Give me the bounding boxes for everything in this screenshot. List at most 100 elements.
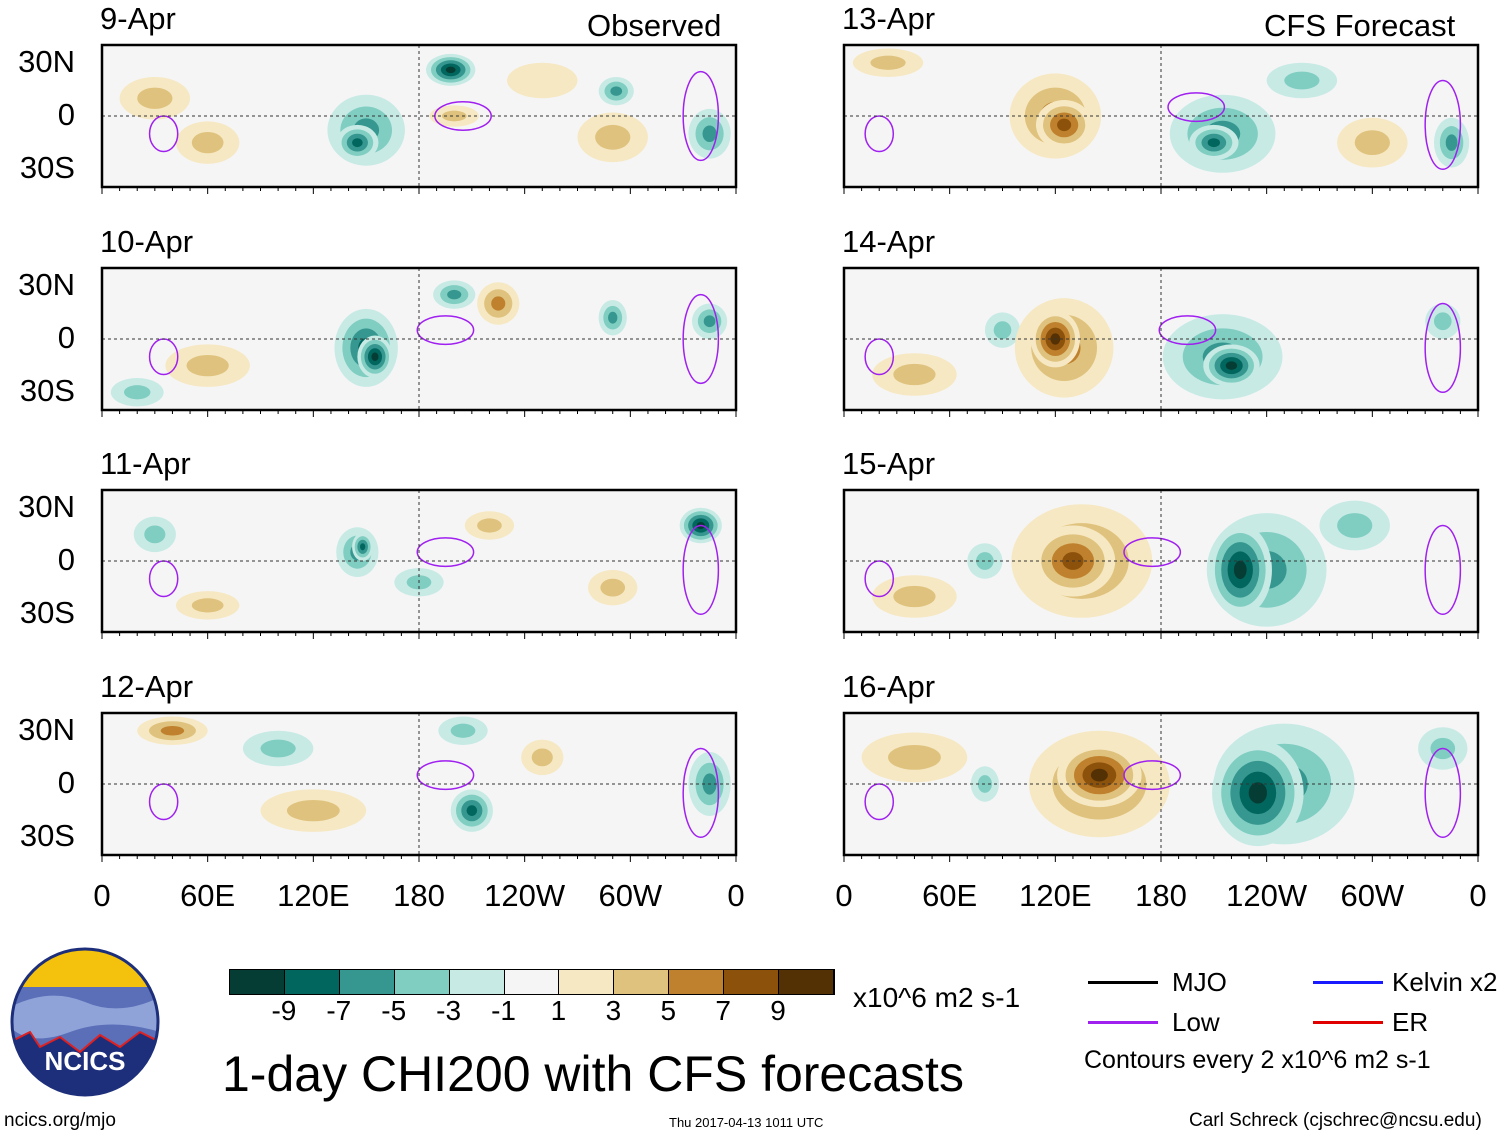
lat-tick-label: 30N — [18, 488, 75, 524]
map-panel — [842, 266, 1480, 417]
panel-date: 9-Apr — [100, 1, 176, 36]
footer-url[interactable]: ncics.org/mjo — [4, 1110, 116, 1131]
colorbar-unit: x10^6 m2 s-1 — [853, 982, 1021, 1013]
legend-line-low — [1088, 1021, 1158, 1024]
low-filter-contour — [416, 537, 475, 568]
anomaly-contour — [600, 578, 626, 597]
lon-tick-label: 120W — [484, 878, 566, 913]
low-filter-contour — [682, 70, 720, 162]
lon-tick-label: 0 — [835, 878, 853, 913]
map-panel — [100, 711, 738, 862]
legend-line-kelvin — [1313, 981, 1383, 984]
low-filter-contour — [682, 293, 720, 385]
logo-text: NCICS — [45, 1046, 126, 1076]
anomaly-contour — [447, 289, 462, 300]
low-filter-contour — [1123, 760, 1182, 791]
anomaly-contour — [144, 525, 166, 544]
anomaly-contour — [888, 744, 941, 770]
anomaly-contour — [260, 739, 296, 758]
anomaly-contour — [160, 726, 185, 736]
anomaly-contour — [702, 125, 717, 143]
colorbar-label: -1 — [491, 995, 516, 1026]
anomaly-contour — [352, 138, 363, 148]
anomaly-contour — [1433, 312, 1452, 331]
anomaly-contour — [124, 385, 151, 400]
legend-line-er — [1313, 1021, 1383, 1024]
ncics-logo: NCICS — [10, 947, 160, 1097]
low-filter-contour — [864, 560, 895, 598]
lon-tick-label: 60E — [922, 878, 978, 913]
low-filter-contour — [1167, 92, 1226, 123]
lon-tick-label: 60W — [1340, 878, 1405, 913]
anomaly-contour — [608, 311, 618, 324]
figure-title: 1-day CHI200 with CFS forecasts — [222, 1046, 964, 1102]
legend-line-mjo — [1088, 981, 1158, 984]
low-filter-contour — [1424, 747, 1462, 838]
low-filter-contour — [682, 747, 720, 838]
anomaly-contour — [1337, 513, 1373, 538]
anomaly-contour — [360, 543, 366, 551]
map-panel — [842, 488, 1480, 639]
colorbar-swatch — [779, 970, 834, 994]
anomaly-contour — [466, 805, 478, 816]
panel-date: 12-Apr — [100, 669, 194, 704]
anomaly-contour — [531, 748, 553, 767]
colorbar-swatch — [339, 970, 395, 994]
lat-tick-label: 30S — [19, 150, 75, 186]
low-filter-contour — [864, 115, 895, 153]
colorbar-swatch — [284, 970, 340, 994]
legend-label-low: Low — [1172, 1007, 1220, 1037]
lat-tick-label: 30S — [19, 818, 75, 854]
anomaly-contour — [1284, 71, 1320, 90]
anomaly-contour — [441, 110, 467, 122]
anomaly-contour — [286, 799, 340, 822]
anomaly-contour — [491, 296, 506, 311]
anomaly-contour — [703, 315, 716, 328]
anomaly-contour — [893, 363, 936, 386]
anomaly-contour — [445, 66, 456, 74]
lon-tick-label: 0 — [93, 878, 111, 913]
anomaly-contour — [1248, 782, 1268, 804]
legend-label-kelvin: Kelvin x2 — [1392, 967, 1498, 997]
map-panel — [100, 266, 738, 417]
anomaly-contour — [137, 87, 173, 109]
anomaly-contour — [191, 131, 224, 154]
lat-tick-label: 0 — [57, 320, 75, 355]
low-filter-contour — [864, 338, 895, 376]
low-filter-contour — [864, 783, 895, 821]
forecast-header: CFS Forecast — [1264, 8, 1456, 43]
anomaly-contour — [186, 354, 229, 377]
low-filter-contour — [416, 315, 475, 346]
colorbar-swatch — [724, 970, 780, 994]
lon-tick-label: 180 — [393, 878, 445, 913]
anomaly-contour — [191, 598, 224, 613]
panel-date: 10-Apr — [100, 224, 194, 259]
lon-tick-label: 0 — [727, 878, 745, 913]
lat-tick-label: 0 — [57, 765, 75, 800]
panel-date: 13-Apr — [842, 1, 936, 36]
panel-date: 11-Apr — [100, 446, 191, 481]
panel-date: 16-Apr — [842, 669, 936, 704]
panel-date: 14-Apr — [842, 224, 936, 259]
anomaly-contour — [893, 585, 936, 608]
colorbar-swatch — [394, 970, 450, 994]
lon-tick-label: 60W — [598, 878, 663, 913]
low-filter-contour — [416, 760, 475, 791]
map-panel — [100, 488, 738, 639]
anomaly-contour — [450, 723, 476, 738]
anomaly-contour — [595, 124, 631, 150]
lat-tick-label: 0 — [57, 542, 75, 577]
colorbar-swatch — [449, 970, 505, 994]
lon-tick-label: 0 — [1469, 878, 1487, 913]
colorbar-label: 1 — [550, 995, 567, 1026]
low-filter-contour — [1123, 537, 1182, 568]
anomaly-contour — [477, 518, 502, 533]
colorbar-label: -9 — [271, 995, 297, 1026]
low-filter-contour — [682, 524, 720, 615]
colorbar-swatch — [504, 970, 560, 994]
lon-tick-label: 120W — [1226, 878, 1308, 913]
colorbar-label: 3 — [605, 995, 622, 1026]
anomaly-contour — [1225, 361, 1238, 370]
lat-tick-label: 30S — [19, 595, 75, 631]
colorbar-swatch — [230, 970, 285, 994]
